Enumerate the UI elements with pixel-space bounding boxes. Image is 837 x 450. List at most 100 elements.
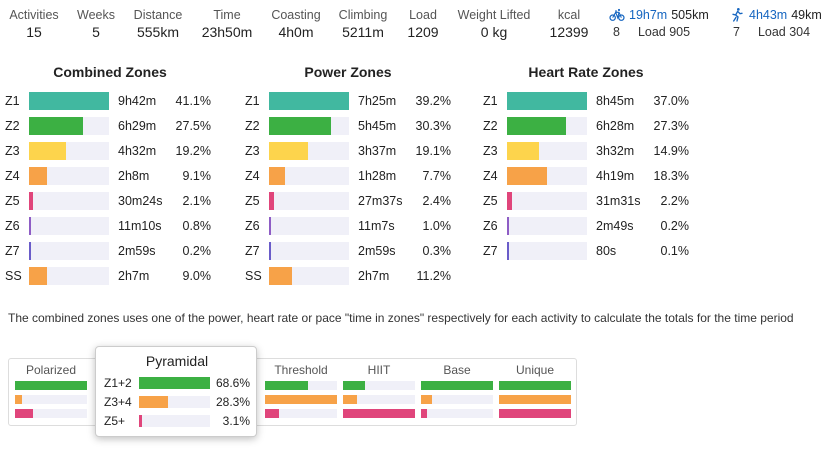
zone-label: Z6	[5, 219, 20, 233]
training-distribution-selector: Polarized Threshold HIIT Base Unique	[8, 358, 577, 426]
zone-time: 2m49s	[596, 219, 634, 233]
zone-bar	[269, 92, 349, 110]
stat-label: Activities	[9, 8, 59, 22]
zone-time: 30m24s	[118, 194, 163, 208]
popup-row: Z3+4 28.3%	[96, 394, 258, 410]
zone-bar-track	[29, 142, 109, 160]
zone-label: Z7	[5, 244, 20, 258]
run-count: 7	[733, 25, 740, 39]
popup-row-label: Z1+2	[104, 376, 132, 390]
zone-time: 1h28m	[358, 169, 397, 183]
distribution-base[interactable]: Base	[421, 359, 493, 418]
distribution-bar-track	[499, 381, 571, 390]
popup-bar-track	[139, 415, 210, 427]
zone-time: 9h42m	[118, 94, 157, 108]
zone-bar	[29, 267, 47, 285]
zone-bar-track	[29, 92, 109, 110]
zone-bar	[269, 142, 308, 160]
zone-label: Z4	[483, 169, 498, 183]
zone-percent: 2.4%	[422, 194, 452, 208]
popup-row-percent: 28.3%	[215, 395, 250, 409]
zone-label: Z6	[483, 219, 498, 233]
ride-distance: 505km	[671, 8, 709, 22]
zone-row-z7: Z7 2m59s 0.3%	[245, 241, 485, 261]
popup-bar-track	[139, 396, 210, 408]
zone-row-z1: Z1 9h42m 41.1%	[5, 91, 245, 111]
distribution-bar-track	[421, 395, 493, 404]
zone-row-z5: Z5 31m31s 2.2%	[483, 191, 723, 211]
stat-load: Load 1209	[404, 7, 442, 41]
distribution-unique[interactable]: Unique	[499, 359, 571, 418]
zone-bar	[507, 117, 567, 135]
stat-value: 5211m	[342, 24, 384, 40]
zone-time: 3h32m	[596, 144, 635, 158]
ride-count: 8	[613, 25, 620, 39]
distribution-bar-track	[265, 381, 337, 390]
panel-title: Combined Zones	[53, 64, 167, 80]
zone-time: 4h32m	[118, 144, 157, 158]
zone-bar-track	[507, 242, 587, 260]
zone-label: Z6	[245, 219, 260, 233]
distribution-hiit[interactable]: HIIT	[343, 359, 415, 418]
stat-kcal: kcal 12399	[546, 7, 592, 41]
stat-coasting: Coasting 4h0m	[268, 7, 324, 41]
zone-percent: 14.9%	[653, 144, 689, 158]
distribution-bar	[265, 395, 337, 404]
zone-time: 80s	[596, 244, 617, 258]
zone-time: 4h19m	[596, 169, 635, 183]
zone-row-ss: SS 2h7m 9.0%	[5, 266, 245, 286]
zone-row-z3: Z3 3h32m 14.9%	[483, 141, 723, 161]
stat-value: 0 kg	[480, 24, 508, 40]
zone-bar-track	[269, 192, 349, 210]
distribution-bar-track	[421, 381, 493, 390]
zone-time: 2h8m	[118, 169, 150, 183]
sport-ride-summary[interactable]: 19h7m 505km 8 Load 905	[609, 7, 709, 41]
zone-label: Z3	[483, 144, 498, 158]
zone-label: Z5	[483, 194, 498, 208]
panel-title: Heart Rate Zones	[528, 64, 644, 80]
ride-load: Load 905	[637, 25, 691, 39]
zone-label: Z2	[483, 119, 498, 133]
zone-bar-track	[29, 242, 109, 260]
zone-label: Z4	[245, 169, 260, 183]
zone-bar	[29, 242, 31, 260]
distribution-bar	[265, 409, 280, 418]
zone-percent: 11.2%	[416, 269, 451, 283]
zone-percent: 18.3%	[653, 169, 689, 183]
stat-distance: Distance 555km	[131, 7, 185, 41]
summary-stats: Activities 15 Weeks 5 Distance 555km Tim…	[0, 7, 837, 43]
distribution-threshold[interactable]: Threshold	[265, 359, 337, 418]
stat-activities: Activities 15	[8, 7, 60, 41]
zone-time: 2m59s	[358, 244, 396, 258]
zone-label: SS	[5, 269, 22, 283]
zone-percent: 0.2%	[182, 244, 212, 258]
zone-row-z4: Z4 2h8m 9.1%	[5, 166, 245, 186]
distribution-bar-track	[15, 409, 87, 418]
zone-bar-track	[507, 217, 587, 235]
zone-bar	[269, 192, 274, 210]
distribution-bar	[265, 381, 309, 390]
stat-weight-lifted: Weight Lifted 0 kg	[454, 7, 534, 41]
zone-percent: 39.2%	[415, 94, 451, 108]
zone-time: 2h7m	[358, 269, 390, 283]
zone-percent: 19.1%	[415, 144, 451, 158]
stat-label: Time	[213, 8, 241, 22]
distribution-bar	[15, 409, 33, 418]
distribution-bar-track	[15, 381, 87, 390]
zone-percent: 9.0%	[182, 269, 212, 283]
zone-row-z2: Z2 5h45m 30.3%	[245, 116, 485, 136]
run-time: 4h43m	[749, 8, 788, 22]
stat-label: kcal	[557, 8, 581, 22]
popup-bar	[139, 415, 143, 427]
sport-run-summary[interactable]: 4h43m 49km 7 Load 304	[729, 7, 822, 41]
ride-time: 19h7m	[629, 8, 668, 22]
distribution-popup-pyramidal[interactable]: Pyramidal Z1+2 68.6% Z3+4 28.3% Z5+ 3.1%	[95, 346, 257, 437]
popup-title: Pyramidal	[145, 353, 209, 369]
zone-bar-track	[269, 242, 349, 260]
distribution-bar-track	[265, 395, 337, 404]
distribution-polarized[interactable]: Polarized	[15, 359, 87, 418]
distribution-bar	[421, 381, 493, 390]
zone-bar-track	[507, 117, 587, 135]
run-distance: 49km	[791, 8, 822, 22]
stat-label: Distance	[133, 8, 183, 22]
